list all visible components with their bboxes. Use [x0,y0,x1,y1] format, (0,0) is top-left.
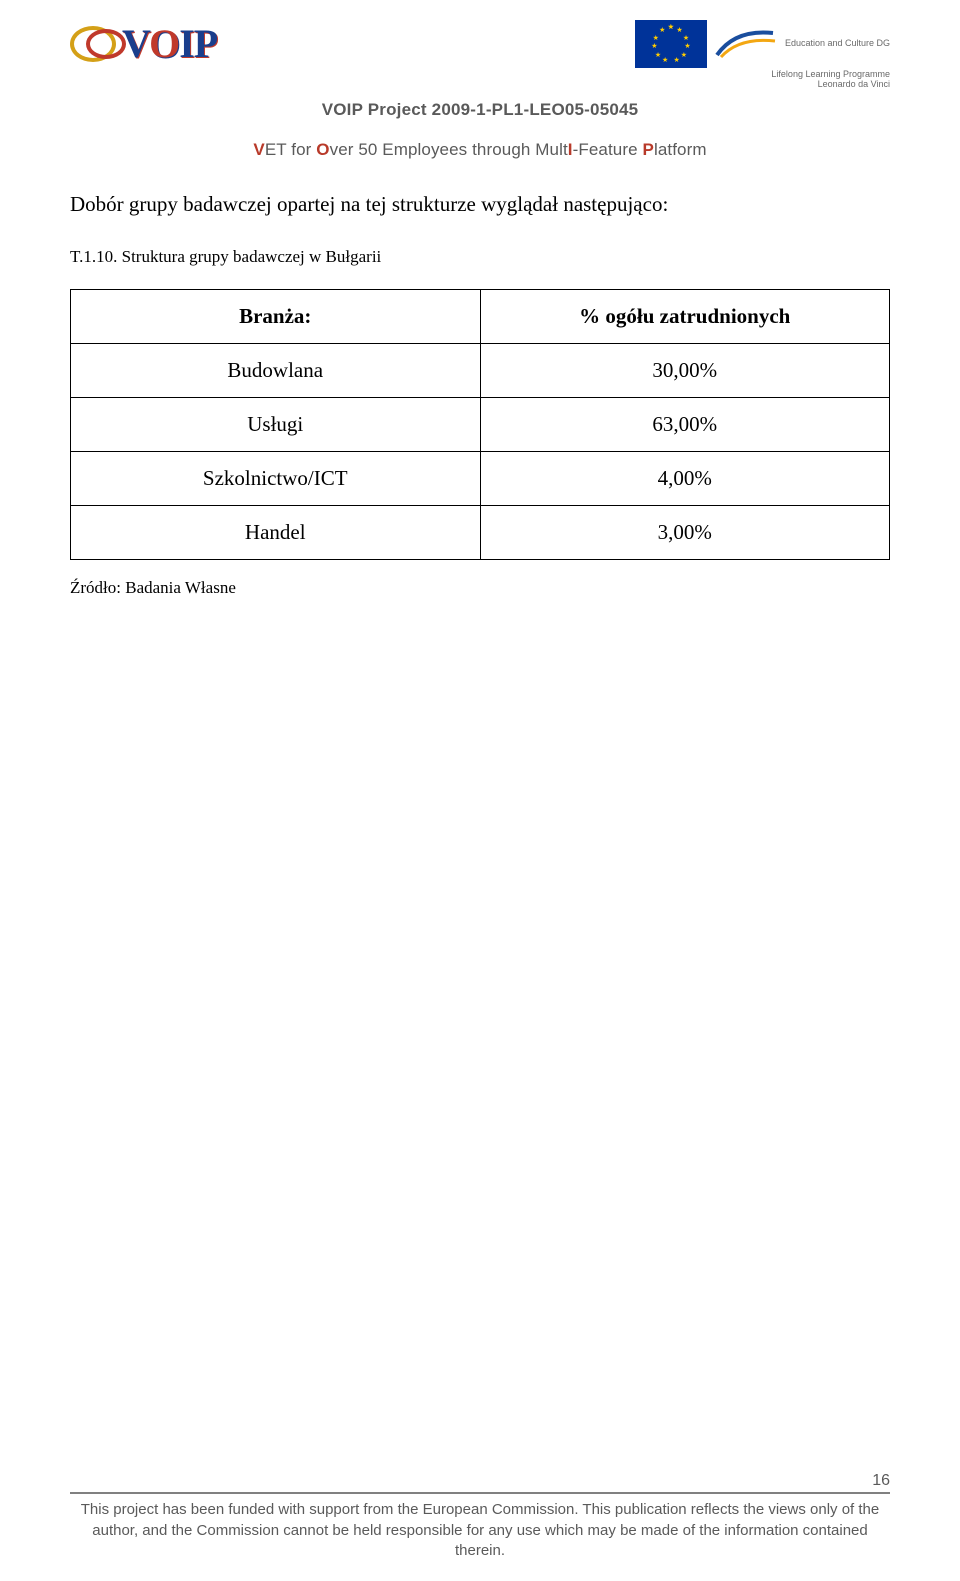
sub-o: O [316,140,329,159]
row-value: 63,00% [480,398,890,452]
footer-disclaimer: This project has been funded with suppor… [70,1500,890,1561]
sub-p: P [642,140,653,159]
table-row: Budowlana 30,00% [71,344,890,398]
logo-ring-inner [86,29,126,59]
footer-divider [70,1492,890,1494]
table-row: Handel 3,00% [71,506,890,560]
table-row: Szkolnictwo/ICT 4,00% [71,452,890,506]
sub-end: latform [654,140,707,159]
voip-letter-o: O [149,21,179,66]
sub-m3: -Feature [573,140,643,159]
llp-line2: Leonardo da Vinci [771,80,890,90]
voip-logo-text: VOIP [122,20,217,67]
voip-letter-i: I [179,21,194,66]
industry-table: Branża: % ogółu zatrudnionych Budowlana … [70,289,890,560]
row-label: Handel [71,506,481,560]
eu-logo-block: ★ ★ ★ ★ ★ ★ ★ ★ ★ ★ ★ ★ [635,20,890,90]
page-number: 16 [70,1472,890,1490]
row-value: 3,00% [480,506,890,560]
header-logos: VOIP ★ ★ ★ ★ ★ ★ ★ ★ ★ ★ [70,20,890,90]
swoosh-icon [715,27,777,61]
footer: 16 This project has been funded with sup… [70,1472,890,1561]
project-code: VOIP Project 2009-1-PL1-LEO05-05045 [70,100,890,120]
sub-m2: ver 50 Employees through Mult [330,140,568,159]
sub-m1: ET for [265,140,316,159]
lifelong-learning-label: Lifelong Learning Programme Leonardo da … [771,70,890,90]
eu-flag-icon: ★ ★ ★ ★ ★ ★ ★ ★ ★ ★ ★ ★ [635,20,707,68]
sub-v: V [253,140,264,159]
row-label: Usługi [71,398,481,452]
intro-text: Dobór grupy badawczej opartej na tej str… [70,190,890,219]
row-value: 30,00% [480,344,890,398]
table-caption: T.1.10. Struktura grupy badawczej w Bułg… [70,247,890,267]
voip-letter-p: P [194,21,217,66]
project-header: VOIP Project 2009-1-PL1-LEO05-05045 VET … [70,100,890,160]
col-header-percent: % ogółu zatrudnionych [480,290,890,344]
project-subtitle: VET for Over 50 Employees through MultI-… [70,140,890,160]
table-row: Usługi 63,00% [71,398,890,452]
col-header-branch: Branża: [71,290,481,344]
row-label: Budowlana [71,344,481,398]
edu-culture-label: Education and Culture DG [785,39,890,49]
voip-logo: VOIP [70,20,217,67]
voip-letter-v: V [122,21,149,66]
source-label: Źródło: Badania Własne [70,578,890,598]
row-label: Szkolnictwo/ICT [71,452,481,506]
row-value: 4,00% [480,452,890,506]
